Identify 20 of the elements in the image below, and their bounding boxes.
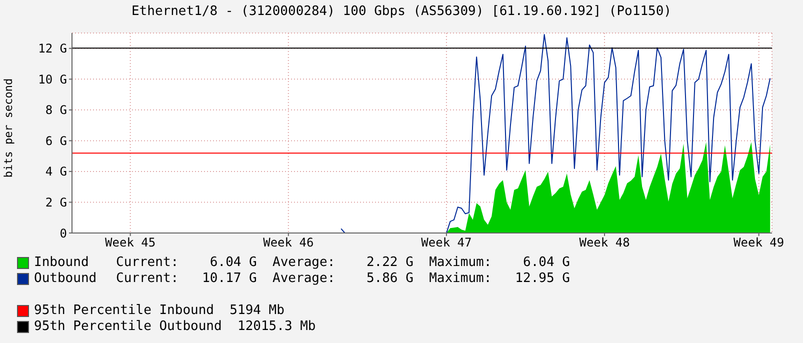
y-tick-label: 4 G — [45, 164, 67, 179]
y-tick-label: 10 G — [38, 72, 67, 86]
y-tick-label: 0 — [60, 226, 67, 240]
legend-label: Inbound — [34, 255, 90, 271]
y-tick-label: 8 G — [45, 103, 67, 118]
chart-title: Ethernet1/8 - (3120000284) 100 Gbps (AS56309) [61.19.60.192] (Po1150) — [130, 4, 673, 19]
x-tick-label: Week 49 — [734, 236, 784, 250]
legend-label: 95th Percentile Outbound 12015.3 Mb — [34, 319, 316, 335]
text: Current: 6.04 G Average: 2.22 G Maximum: 6.04 G — [116, 255, 570, 271]
x-tick-label: Week 47 — [421, 236, 472, 250]
text: Current: 10.17 G Average: 5.86 G Maximum: 12.95 G — [116, 271, 570, 287]
x-tick-label: Week 46 — [263, 236, 314, 250]
legend-label: 95th Percentile Inbound 5194 Mb — [34, 303, 284, 319]
x-tick-label: Week 45 — [105, 236, 156, 250]
legend-label: Outbound — [34, 271, 98, 287]
y-tick-label: 6 G — [45, 134, 67, 148]
y-axis-title: bits per second — [2, 77, 15, 180]
y-tick-label: 12 G — [38, 42, 67, 56]
y-tick-label: 2 G — [45, 195, 67, 210]
x-tick-label: Week 48 — [579, 236, 630, 250]
